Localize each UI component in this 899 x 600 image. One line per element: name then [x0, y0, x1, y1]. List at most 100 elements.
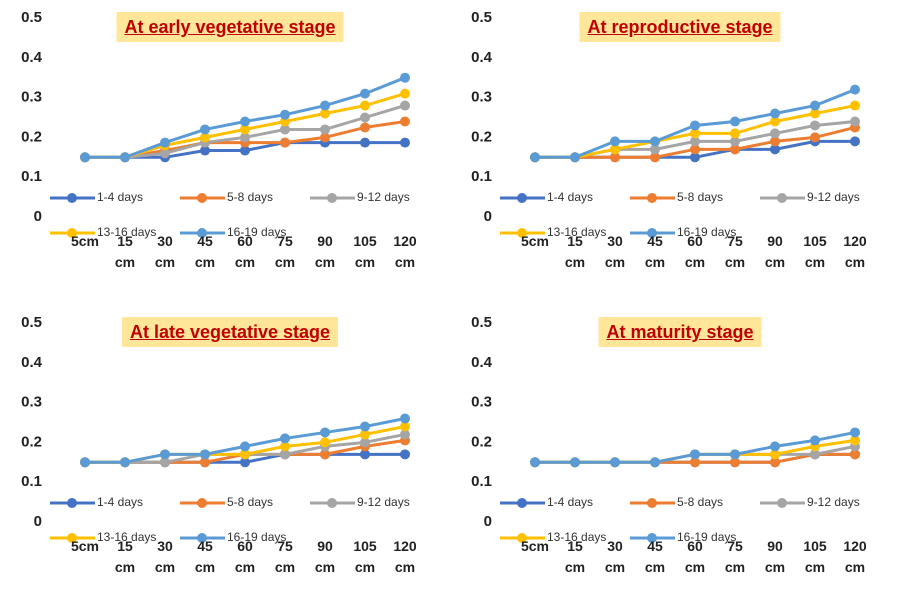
x-tick-label: 120 cm [843, 538, 867, 575]
data-point [240, 457, 250, 468]
data-point [280, 109, 290, 120]
data-point [360, 421, 370, 432]
y-tick-label: 0.4 [471, 354, 493, 371]
data-point [360, 100, 370, 111]
data-point [280, 441, 290, 452]
data-point [240, 145, 250, 156]
legend-marker [647, 498, 657, 508]
data-point [200, 449, 210, 460]
data-point [770, 457, 780, 468]
legend-marker [197, 533, 207, 543]
y-tick-label: 0 [34, 208, 42, 225]
x-tick-label: 60 cm [684, 538, 706, 575]
legend-marker [67, 498, 77, 508]
y-tick-label: 0.1 [471, 473, 492, 490]
data-point [240, 116, 250, 127]
x-tick-label: 90 cm [764, 538, 786, 575]
data-point [360, 449, 370, 460]
data-point [360, 88, 370, 99]
y-tick-label: 0.1 [21, 473, 42, 490]
y-tick-label: 0.5 [471, 314, 492, 331]
x-tick-label: 90 cm [764, 233, 786, 270]
data-point [400, 413, 410, 424]
x-tick-label: 75 cm [274, 538, 296, 575]
data-point [850, 427, 860, 438]
data-point [770, 136, 780, 147]
data-point [320, 427, 330, 438]
data-point [770, 441, 780, 452]
y-tick-label: 0.3 [21, 394, 42, 411]
data-point [770, 116, 780, 127]
data-point [200, 124, 210, 135]
legend-marker [327, 193, 337, 203]
chart-title: At reproductive stage [579, 12, 781, 42]
data-point [200, 457, 210, 468]
data-point [650, 136, 660, 147]
data-point [200, 132, 210, 143]
legend-marker [197, 193, 207, 203]
data-point [280, 124, 290, 135]
data-point [810, 449, 820, 460]
data-point [810, 435, 820, 446]
x-tick-label: 5cm [520, 538, 550, 554]
data-point [400, 72, 410, 83]
data-point [530, 457, 540, 468]
legend-marker [67, 193, 77, 203]
data-point [360, 122, 370, 133]
data-point [360, 437, 370, 448]
x-tick-label: 5cm [520, 233, 550, 249]
data-point [810, 108, 820, 119]
data-point [770, 144, 780, 155]
data-point [240, 441, 250, 452]
data-point [320, 124, 330, 135]
y-tick-label: 0.4 [21, 49, 43, 66]
data-point [850, 84, 860, 95]
data-point [690, 457, 700, 468]
data-point [850, 100, 860, 111]
x-tick-label: 45 cm [194, 233, 216, 270]
x-tick-label: 15 cm [564, 538, 586, 575]
legend-label: 1-4 days [547, 190, 593, 204]
data-point [400, 116, 410, 127]
data-point [320, 437, 330, 448]
legend-label: 9-12 days [807, 190, 860, 204]
data-point [690, 136, 700, 147]
data-point [570, 152, 580, 163]
y-tick-label: 0.3 [471, 89, 492, 106]
data-point [320, 132, 330, 143]
data-point [690, 152, 700, 163]
data-point [120, 152, 130, 163]
legend-marker [327, 498, 337, 508]
legend-marker [517, 193, 527, 203]
y-tick-label: 0.5 [21, 314, 42, 331]
data-point [730, 457, 740, 468]
data-point [650, 144, 660, 155]
data-point [80, 457, 90, 468]
data-point [650, 152, 660, 163]
data-point [240, 132, 250, 143]
x-tick-label: 45 cm [194, 538, 216, 575]
legend-marker [517, 228, 527, 238]
legend-label: 13-16 days [547, 225, 606, 239]
chart-title: At maturity stage [598, 317, 762, 347]
y-tick-label: 0.5 [471, 9, 492, 26]
data-point [810, 100, 820, 111]
y-tick-label: 0.4 [471, 49, 493, 66]
data-point [850, 116, 860, 127]
legend-marker [777, 498, 787, 508]
y-tick-label: 0 [484, 208, 492, 225]
data-point [610, 144, 620, 155]
x-tick-label: 120 cm [393, 538, 417, 575]
data-point [160, 457, 170, 468]
x-tick-label: 90 cm [314, 538, 336, 575]
legend-label: 5-8 days [227, 190, 273, 204]
legend-marker [777, 193, 787, 203]
legend-label: 9-12 days [807, 495, 860, 509]
data-point [160, 137, 170, 148]
data-point [400, 88, 410, 99]
legend-label: 16-19 days [677, 530, 736, 544]
data-point [730, 136, 740, 147]
legend-label: 1-4 days [97, 495, 143, 509]
x-tick-label: 60 cm [684, 233, 706, 270]
